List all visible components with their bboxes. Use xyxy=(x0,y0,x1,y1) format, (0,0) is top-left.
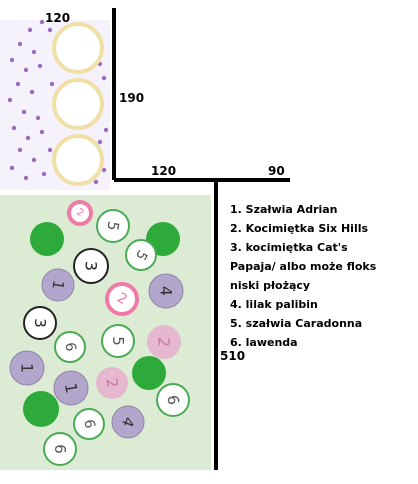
dimension-side-height: 190 xyxy=(119,91,145,105)
flower-dot xyxy=(47,147,53,153)
plant-marker xyxy=(54,331,86,363)
yellow-ring-planting xyxy=(52,134,104,186)
yellow-ring-planting xyxy=(52,78,104,130)
plant-number-label: 5 xyxy=(109,336,127,346)
flower-dot xyxy=(101,75,107,81)
plant-marker xyxy=(23,391,59,427)
flower-dot xyxy=(97,139,103,145)
plant-marker xyxy=(105,282,139,316)
legend-item: Papaja/ albo może floks xyxy=(230,260,377,273)
plant-number-label: 2 xyxy=(74,207,85,220)
flower-dot xyxy=(17,41,23,47)
flower-dot xyxy=(101,167,107,173)
plant-number-label: 6 xyxy=(61,341,78,353)
plant-marker xyxy=(156,383,190,417)
plant-marker xyxy=(96,209,130,243)
flower-dot xyxy=(25,135,31,141)
plant-marker xyxy=(67,200,93,226)
plant-marker xyxy=(41,268,75,302)
plant-number-label: 1 xyxy=(61,381,81,394)
legend-item: 3. kocimiętka Cat's xyxy=(230,241,348,254)
flower-dot xyxy=(7,97,13,103)
plant-number-label: 6 xyxy=(80,418,97,430)
plant-legend: 1. Szałwia Adrian 2. Kocimiętka Six Hill… xyxy=(230,200,410,352)
flower-dot xyxy=(17,147,23,153)
flower-dot xyxy=(47,27,53,33)
flower-dot xyxy=(31,49,37,55)
legend-item: 4. lilak palibin xyxy=(230,298,318,311)
dimension-bed-height: 510 xyxy=(220,349,246,363)
plant-marker xyxy=(148,273,184,309)
flower-dot xyxy=(49,81,55,87)
plant-marker xyxy=(23,306,57,340)
legend-item: niski płożący xyxy=(230,279,311,292)
flower-dot xyxy=(15,81,21,87)
plant-number-label: 5 xyxy=(103,220,122,233)
flower-dot xyxy=(35,115,41,121)
flower-dot xyxy=(21,109,27,115)
flower-dot xyxy=(39,19,45,25)
plant-number-label: 2 xyxy=(155,337,174,347)
plant-marker xyxy=(73,248,109,284)
legend-item: 6. lawenda xyxy=(230,336,298,349)
flower-dot xyxy=(93,179,99,185)
legend-item: 5. szałwia Caradonna xyxy=(230,317,363,330)
flower-dot xyxy=(41,171,47,177)
dimension-top-width: 120 xyxy=(45,11,71,25)
flower-dot xyxy=(9,57,15,63)
plant-number-label: 1 xyxy=(18,363,37,373)
upper-bed xyxy=(0,19,110,190)
plant-number-label: 1 xyxy=(48,279,67,292)
plant-marker xyxy=(101,324,135,358)
plant-marker xyxy=(125,239,157,271)
flower-dot xyxy=(9,165,15,171)
plant-marker xyxy=(96,367,128,399)
plant-number-label: 6 xyxy=(163,394,182,407)
plant-marker xyxy=(53,370,89,406)
plant-marker xyxy=(30,222,64,256)
dimension-bottom-left: 120 xyxy=(151,164,177,178)
plant-number-label: 6 xyxy=(51,444,69,454)
legend-item: 1. Szałwia Adrian xyxy=(230,203,338,216)
yellow-ring-planting xyxy=(52,22,104,74)
plant-number-label: 3 xyxy=(82,261,101,271)
flower-dot xyxy=(27,27,33,33)
legend-item: 2. Kocimiętka Six Hills xyxy=(230,222,369,235)
plant-marker xyxy=(132,356,166,390)
flower-dot xyxy=(37,63,43,69)
plant-number-label: 2 xyxy=(102,377,121,390)
flower-dot xyxy=(31,157,37,163)
flower-dot xyxy=(23,175,29,181)
purple-flower-speckles xyxy=(7,19,109,185)
plant-marker xyxy=(9,350,45,386)
dimension-bottom-right: 90 xyxy=(268,164,285,178)
plant-number-label: 3 xyxy=(31,318,49,328)
flower-dot xyxy=(103,127,109,133)
flower-dot xyxy=(39,129,45,135)
flower-dot xyxy=(11,125,17,131)
flower-dot xyxy=(23,67,29,73)
plant-number-label: 4 xyxy=(157,286,176,296)
plant-marker xyxy=(73,408,105,440)
plant-marker xyxy=(111,405,145,439)
plant-marker xyxy=(147,325,181,359)
flower-dot xyxy=(29,89,35,95)
plant-marker xyxy=(43,432,77,466)
